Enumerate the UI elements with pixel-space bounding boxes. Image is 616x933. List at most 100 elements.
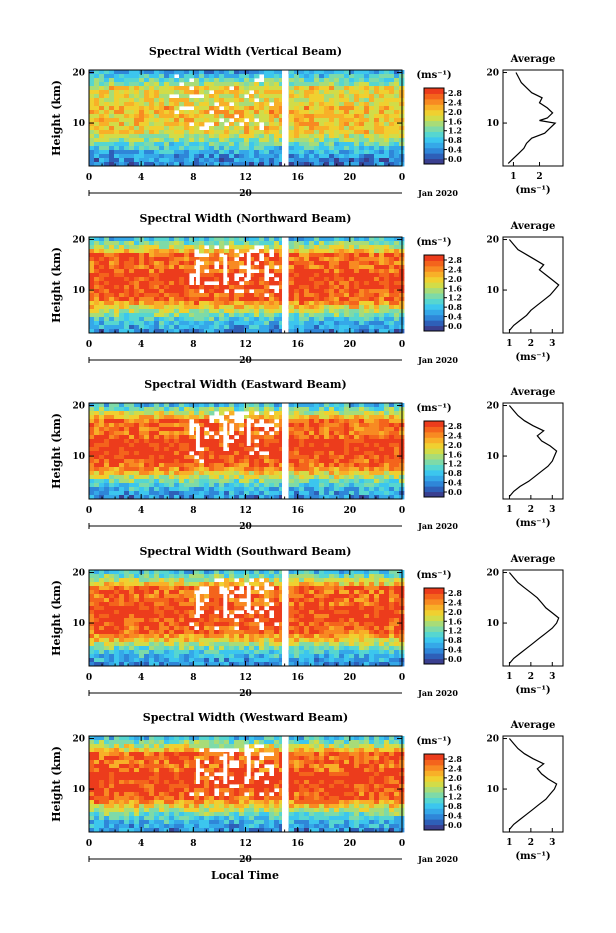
heatmap-cell: [304, 146, 309, 150]
heatmap-cell: [369, 289, 374, 293]
heatmap-cell: [384, 578, 389, 582]
heatmap-cell: [169, 269, 174, 273]
heatmap-cell: [394, 301, 399, 305]
heatmap-cell: [234, 98, 239, 102]
heatmap-cell: [259, 241, 264, 245]
heatmap-cell: [244, 479, 249, 483]
heatmap-cell: [304, 419, 309, 423]
heatmap-cell: [344, 431, 349, 435]
heatmap-cell: [89, 78, 94, 82]
heatmap-cell: [119, 102, 124, 106]
heatmap-cell: [264, 237, 269, 241]
heatmap-cell: [294, 98, 299, 102]
heatmap-cell: [89, 463, 94, 467]
heatmap-cell: [274, 423, 279, 427]
heatmap-cell: [104, 285, 109, 289]
heatmap-cell: [154, 265, 159, 269]
heatmap-cell: [99, 491, 104, 495]
heatmap-cell: [229, 447, 234, 451]
heatmap-cell: [104, 574, 109, 578]
heatmap-cell: [184, 281, 189, 285]
heatmap-cell: [219, 317, 224, 321]
heatmap-cell: [179, 475, 184, 479]
heatmap-cell: [359, 471, 364, 475]
heatmap-cell: [214, 407, 219, 411]
heatmap-cell: [304, 126, 309, 130]
heatmap-cell: [114, 78, 119, 82]
heatmap-cell: [179, 455, 184, 459]
heatmap-cell: [324, 487, 329, 491]
heatmap-cell: [244, 74, 249, 78]
heatmap-cell: [224, 451, 229, 455]
heatmap-cell: [179, 451, 184, 455]
heatmap-cell: [229, 269, 234, 273]
heatmap-cell: [169, 459, 174, 463]
heatmap-cell: [89, 86, 94, 90]
heatmap-cell: [159, 479, 164, 483]
colorbar-swatch: [424, 153, 444, 159]
heatmap-cell: [274, 431, 279, 435]
heatmap-cell: [309, 487, 314, 491]
heatmap-cell: [194, 102, 199, 106]
heatmap-cell: [249, 411, 254, 415]
heatmap-cell: [119, 134, 124, 138]
heatmap-cell: [229, 578, 234, 582]
heatmap-cell: [259, 443, 264, 447]
heatmap-cell: [134, 578, 139, 582]
heatmap-cell: [99, 249, 104, 253]
heatmap-cell: [149, 321, 154, 325]
heatmap-cell: [344, 281, 349, 285]
heatmap-cell: [384, 443, 389, 447]
heatmap-cell: [249, 114, 254, 118]
heatmap-cell: [99, 241, 104, 245]
heatmap-cell: [384, 403, 389, 407]
heatmap-cell: [179, 102, 184, 106]
heatmap-cell: [384, 435, 389, 439]
heatmap-cell: [274, 407, 279, 411]
heatmap-cell: [349, 273, 354, 277]
heatmap-cell: [224, 321, 229, 325]
heatmap-cell: [99, 257, 104, 261]
heatmap-cell: [119, 459, 124, 463]
heatmap-cell: [369, 297, 374, 301]
heatmap-cell: [109, 459, 114, 463]
heatmap-cell: [374, 241, 379, 245]
heatmap-cell: [164, 439, 169, 443]
heatmap-cell: [269, 122, 274, 126]
heatmap-cell: [134, 142, 139, 146]
heatmap-cell: [164, 325, 169, 329]
heatmap-cell: [364, 86, 369, 90]
heatmap-cell: [254, 459, 259, 463]
heatmap-cell: [359, 253, 364, 257]
heatmap-cell: [394, 126, 399, 130]
heatmap-cell: [174, 245, 179, 249]
heatmap-cell: [344, 483, 349, 487]
x-tick-label: 0: [86, 173, 92, 183]
heatmap-cell: [299, 237, 304, 241]
heatmap-cell: [319, 70, 324, 74]
heatmap-cell: [159, 289, 164, 293]
heatmap-cell: [219, 301, 224, 305]
heatmap-cell: [329, 479, 334, 483]
heatmap-cell: [204, 110, 209, 114]
heatmap-cell: [209, 427, 214, 431]
heatmap-cell: [204, 285, 209, 289]
heatmap-cell: [349, 94, 354, 98]
heatmap-cell: [154, 154, 159, 158]
heatmap-cell: [209, 301, 214, 305]
heatmap-cell: [169, 90, 174, 94]
heatmap-cell: [224, 479, 229, 483]
heatmap-cell: [164, 459, 169, 463]
profile-line: [509, 406, 556, 497]
heatmap-cell: [184, 317, 189, 321]
heatmap-cell: [374, 578, 379, 582]
heatmap-cell: [169, 297, 174, 301]
heatmap-cell: [344, 261, 349, 265]
heatmap-cell: [209, 82, 214, 86]
heatmap-cell: [189, 249, 194, 253]
heatmap-cell: [144, 491, 149, 495]
heatmap-cell: [234, 570, 239, 574]
heatmap-cell: [124, 491, 129, 495]
heatmap-cell: [94, 70, 99, 74]
heatmap-cell: [299, 285, 304, 289]
